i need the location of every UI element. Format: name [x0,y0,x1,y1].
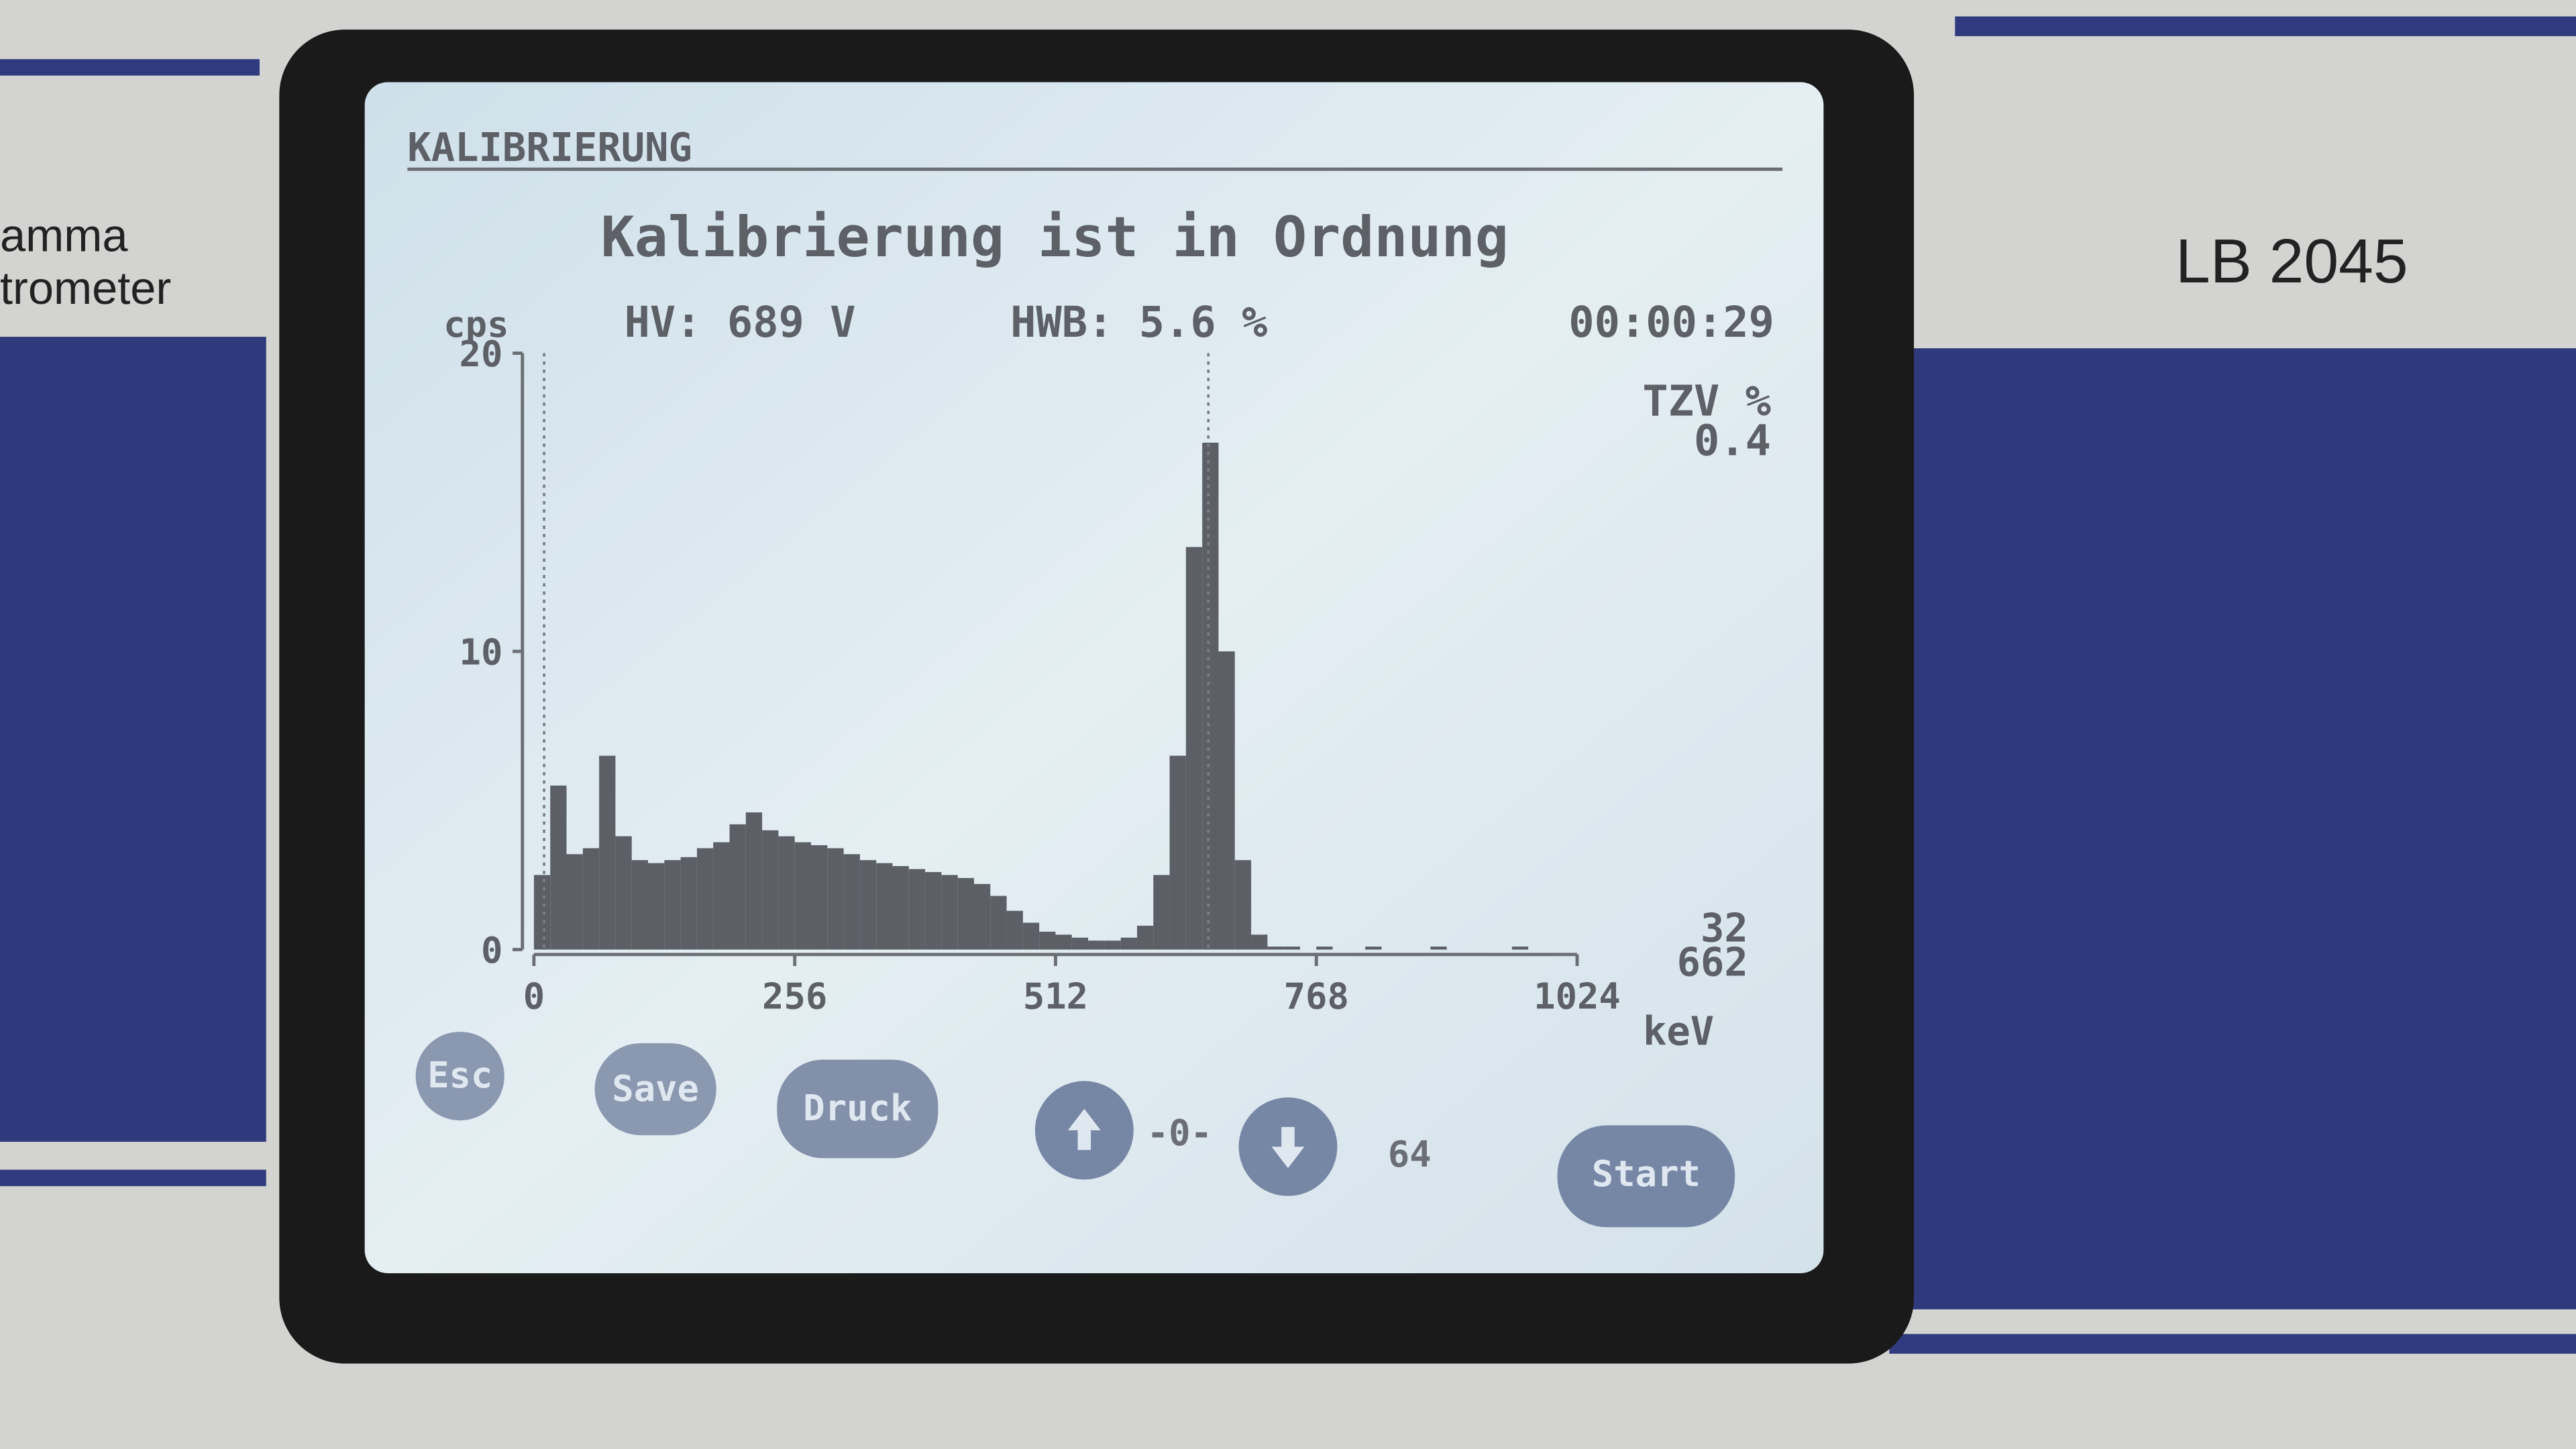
histogram-bar [696,848,714,950]
button-label: Druck [803,1087,912,1129]
histogram-bar [908,869,926,950]
histogram-bar [648,863,665,950]
stripe [0,1169,266,1187]
histogram-bar [1039,931,1056,950]
histogram-bar [925,871,942,950]
histogram-bar [631,860,649,950]
save-button[interactable]: Save [594,1043,716,1136]
histogram-bar [794,842,811,950]
histogram-bar [778,836,795,950]
blue-panel [1897,348,2576,1309]
x-tick-label: 768 [1284,975,1349,1018]
model-label: LB 2045 [2176,226,2408,296]
histogram-bar [566,854,583,950]
histogram-bar [859,860,877,950]
histogram-bar [745,812,763,950]
histogram-bar [729,824,746,950]
device-label: amma [0,210,128,262]
button-label: Start [1592,1152,1701,1195]
histogram-bar [1022,922,1040,950]
histogram-bar [1006,910,1023,950]
histogram-bar [582,848,600,950]
histogram-bar [892,866,909,950]
histogram-bar [1202,442,1219,950]
stripe [1955,16,2576,36]
histogram-bar [1055,934,1072,950]
histogram-bar [1316,947,1333,950]
y-axis-label: cps [443,303,508,345]
blue-panel [0,337,266,1142]
x-tick-label: 0 [523,975,545,1018]
histogram-bar [810,845,828,950]
histogram-bar [533,875,551,950]
esc-button[interactable]: Esc [415,1031,504,1121]
y-tick-label: 10 [460,631,503,674]
histogram-bar [1283,947,1300,950]
stripe [0,59,260,76]
histogram-bar [1136,925,1154,950]
histogram-bar [615,836,632,950]
x-tick-label: 512 [1023,975,1088,1018]
histogram-bar [1088,941,1105,950]
histogram-bar [1511,947,1529,950]
hv: HV: 689 V [625,298,856,347]
histogram-bar [1104,941,1121,950]
histogram-bar [713,842,730,950]
histogram-bar [1234,860,1252,950]
histogram-bar [1365,947,1382,950]
x-tick-label: 256 [762,975,827,1018]
histogram-bar [1120,937,1137,950]
histogram-bar [941,875,958,950]
lcd-screen [364,82,1824,1273]
button-label: Save [612,1067,699,1110]
step-indicator: -0- [1147,1112,1212,1154]
histogram-bar [1218,651,1235,950]
histogram-bar [1169,755,1186,950]
down-button[interactable] [1238,1097,1338,1196]
y-tick-label: 0 [481,929,502,971]
histogram-bar [762,830,779,950]
tzv-value: 0.4 [1694,416,1771,466]
histogram-bar [1430,947,1447,950]
spectrum: cps keV 0 10 20 0 256 512 768 1024 [443,303,1714,1055]
step-size: 64 [1388,1133,1432,1175]
button-label: Esc [427,1054,492,1096]
roi-label: 662 [1677,939,1748,985]
histogram-bar [599,755,616,950]
screen-title: KALIBRIERUNG [407,124,692,170]
histogram-bar [973,883,991,950]
histogram-bar [827,848,844,950]
histogram-bar [957,877,974,950]
timer: 00:00:29 [1568,298,1774,347]
status-message: Kalibrierung ist in Ordnung [601,205,1509,270]
buttons: Esc Save Druck -0- 64 Start [415,1031,1735,1228]
histogram-bar [550,786,567,950]
device-label: trometer [0,262,171,314]
histogram-bar [1071,937,1089,950]
histogram-bar [1251,934,1268,950]
x-tick-label: 1024 [1534,975,1621,1018]
print-button[interactable]: Druck [777,1059,938,1159]
histogram-bar [1153,875,1170,950]
stripe [1889,1334,2576,1354]
histogram-bar [664,860,681,950]
hwb: HWB: 5.6 % [1010,298,1267,347]
start-button[interactable]: Start [1557,1125,1735,1228]
up-button[interactable] [1034,1081,1134,1180]
histogram-bar [1185,547,1203,950]
y-tick-label: 20 [460,333,503,375]
histogram-bar [990,896,1007,950]
roi-label: 32 [1701,904,1748,951]
histogram-bar [843,854,860,950]
histogram-bar [1267,947,1284,950]
x-axis-label: keV [1643,1008,1714,1055]
tzv-label: TZV % [1642,377,1771,427]
histogram-bar [680,857,697,950]
histogram-bar [876,863,893,950]
